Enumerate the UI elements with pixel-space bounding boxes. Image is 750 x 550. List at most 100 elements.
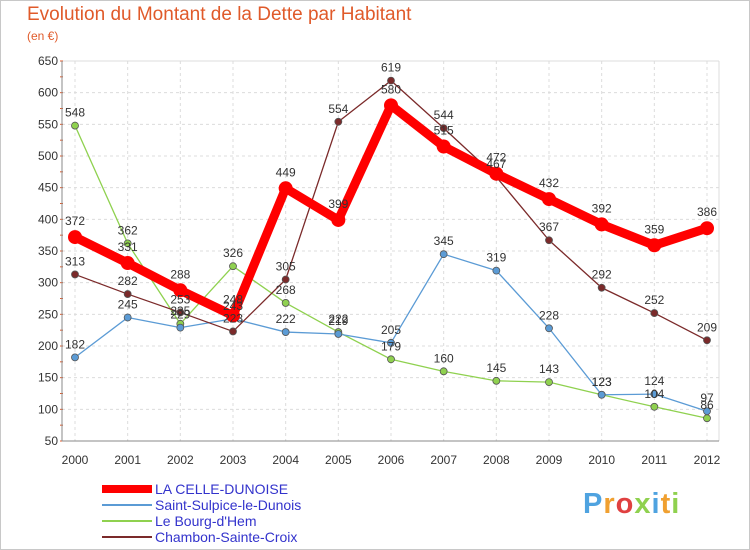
x-tick-label: 2000	[62, 453, 89, 467]
x-tick-label: 2009	[536, 453, 563, 467]
data-point	[176, 308, 185, 317]
data-point	[542, 192, 556, 207]
legend-item: Chambon-Sainte-Croix	[100, 529, 360, 545]
data-point	[703, 414, 711, 423]
data-label: 253	[170, 292, 190, 306]
data-label: 182	[65, 337, 85, 351]
data-label: 288	[170, 267, 190, 281]
data-point	[650, 390, 659, 399]
y-tick-label: 450	[38, 181, 58, 195]
data-label: 222	[328, 312, 348, 326]
data-label: 313	[65, 254, 85, 268]
data-point	[281, 299, 290, 307]
logo-letter: i	[671, 488, 681, 520]
data-label: 544	[434, 108, 454, 122]
data-label: 228	[539, 308, 559, 322]
line-chart: 50 100 150 200 250 300 350 400 450 500 550 600 650 2…	[38, 54, 721, 467]
data-label: 252	[644, 293, 664, 307]
x-axis: 2000 2001 2002 2003 2004 2005 2006 2007 2008 2009…	[62, 440, 721, 467]
legend-swatch	[102, 536, 152, 538]
data-point	[492, 376, 501, 385]
data-label: 123	[592, 375, 612, 389]
data-point	[650, 309, 659, 317]
data-label: 331	[118, 240, 138, 254]
x-tick-label: 2007	[430, 453, 457, 467]
data-label: 235	[170, 304, 190, 318]
data-point	[334, 117, 343, 126]
logo-letter: t	[660, 488, 672, 520]
y-tick-label: 650	[38, 54, 58, 68]
data-label: 515	[434, 124, 454, 138]
chart-unit: (en €)	[27, 29, 59, 43]
data-label: 145	[486, 361, 506, 375]
data-point	[71, 353, 79, 362]
data-label: 86	[700, 398, 714, 412]
x-tick-label: 2010	[588, 453, 615, 467]
data-point	[436, 139, 451, 154]
data-point	[334, 330, 343, 338]
legend-item: LA CELLE-DUNOISE	[100, 481, 360, 497]
data-label: 359	[644, 222, 664, 236]
grid	[62, 60, 720, 442]
legend-label: Chambon-Sainte-Croix	[155, 529, 298, 545]
data-point	[123, 239, 132, 248]
y-axis: 50 100 150 200 250 300 350 400 450 500 550 600 650	[38, 54, 63, 448]
data-point	[68, 230, 82, 245]
data-point	[703, 336, 711, 345]
data-point	[229, 262, 237, 271]
data-label: 292	[592, 268, 612, 282]
data-label: 248	[223, 293, 243, 307]
data-labels: 372 331 288 248 449 399 580 515 472 432 392 359 386 1…	[65, 61, 717, 413]
series-group	[68, 76, 714, 423]
data-label: 362	[118, 223, 138, 237]
x-tick-label: 2012	[694, 453, 721, 467]
legend: LA CELLE-DUNOISE Saint-Sulpice-le-Dunois L…	[100, 481, 360, 545]
y-tick-label: 300	[38, 276, 58, 290]
data-label: 219	[328, 314, 348, 328]
legend-label: LA CELLE-DUNOISE	[155, 481, 289, 497]
data-point	[384, 98, 398, 113]
data-point	[229, 327, 237, 336]
data-label: 326	[223, 246, 243, 260]
data-label: 554	[328, 102, 348, 116]
data-point	[439, 124, 448, 133]
y-tick-label: 250	[38, 307, 58, 321]
x-tick-label: 2011	[641, 453, 667, 467]
y-tick-label: 150	[38, 371, 58, 385]
data-label: 386	[697, 205, 717, 219]
data-label: 104	[644, 387, 664, 401]
data-label: 243	[223, 299, 243, 313]
data-point	[545, 324, 553, 333]
data-point	[492, 266, 501, 275]
legend-swatch	[102, 520, 152, 522]
data-point	[597, 390, 606, 399]
x-tick-label: 2001	[114, 453, 141, 467]
x-tick-label: 2008	[483, 453, 510, 467]
data-label: 205	[381, 323, 401, 337]
data-point	[387, 355, 395, 364]
y-tick-label: 550	[38, 117, 58, 131]
data-point	[703, 407, 711, 416]
data-point	[387, 76, 395, 85]
data-point	[278, 181, 293, 196]
logo-letter: i	[651, 488, 661, 520]
data-point	[123, 313, 132, 322]
y-tick-label: 400	[38, 212, 58, 226]
legend-swatch	[102, 504, 152, 506]
y-tick-label: 200	[38, 339, 58, 353]
y-tick-label: 350	[38, 244, 58, 258]
data-label: 367	[539, 220, 559, 234]
data-point	[700, 221, 714, 236]
logo-letter: r	[603, 488, 616, 520]
legend-swatch	[102, 485, 152, 493]
y-tick-label: 500	[38, 149, 58, 163]
data-point	[120, 256, 135, 271]
data-point	[594, 217, 609, 232]
data-label: 319	[486, 251, 506, 265]
proxiti-logo: Proxiti	[583, 488, 680, 521]
data-point	[387, 338, 395, 347]
legend-label: Le Bourg-d'Hem	[155, 513, 257, 529]
data-point	[439, 367, 448, 376]
data-label: 143	[539, 362, 559, 376]
data-label: 345	[434, 234, 454, 248]
